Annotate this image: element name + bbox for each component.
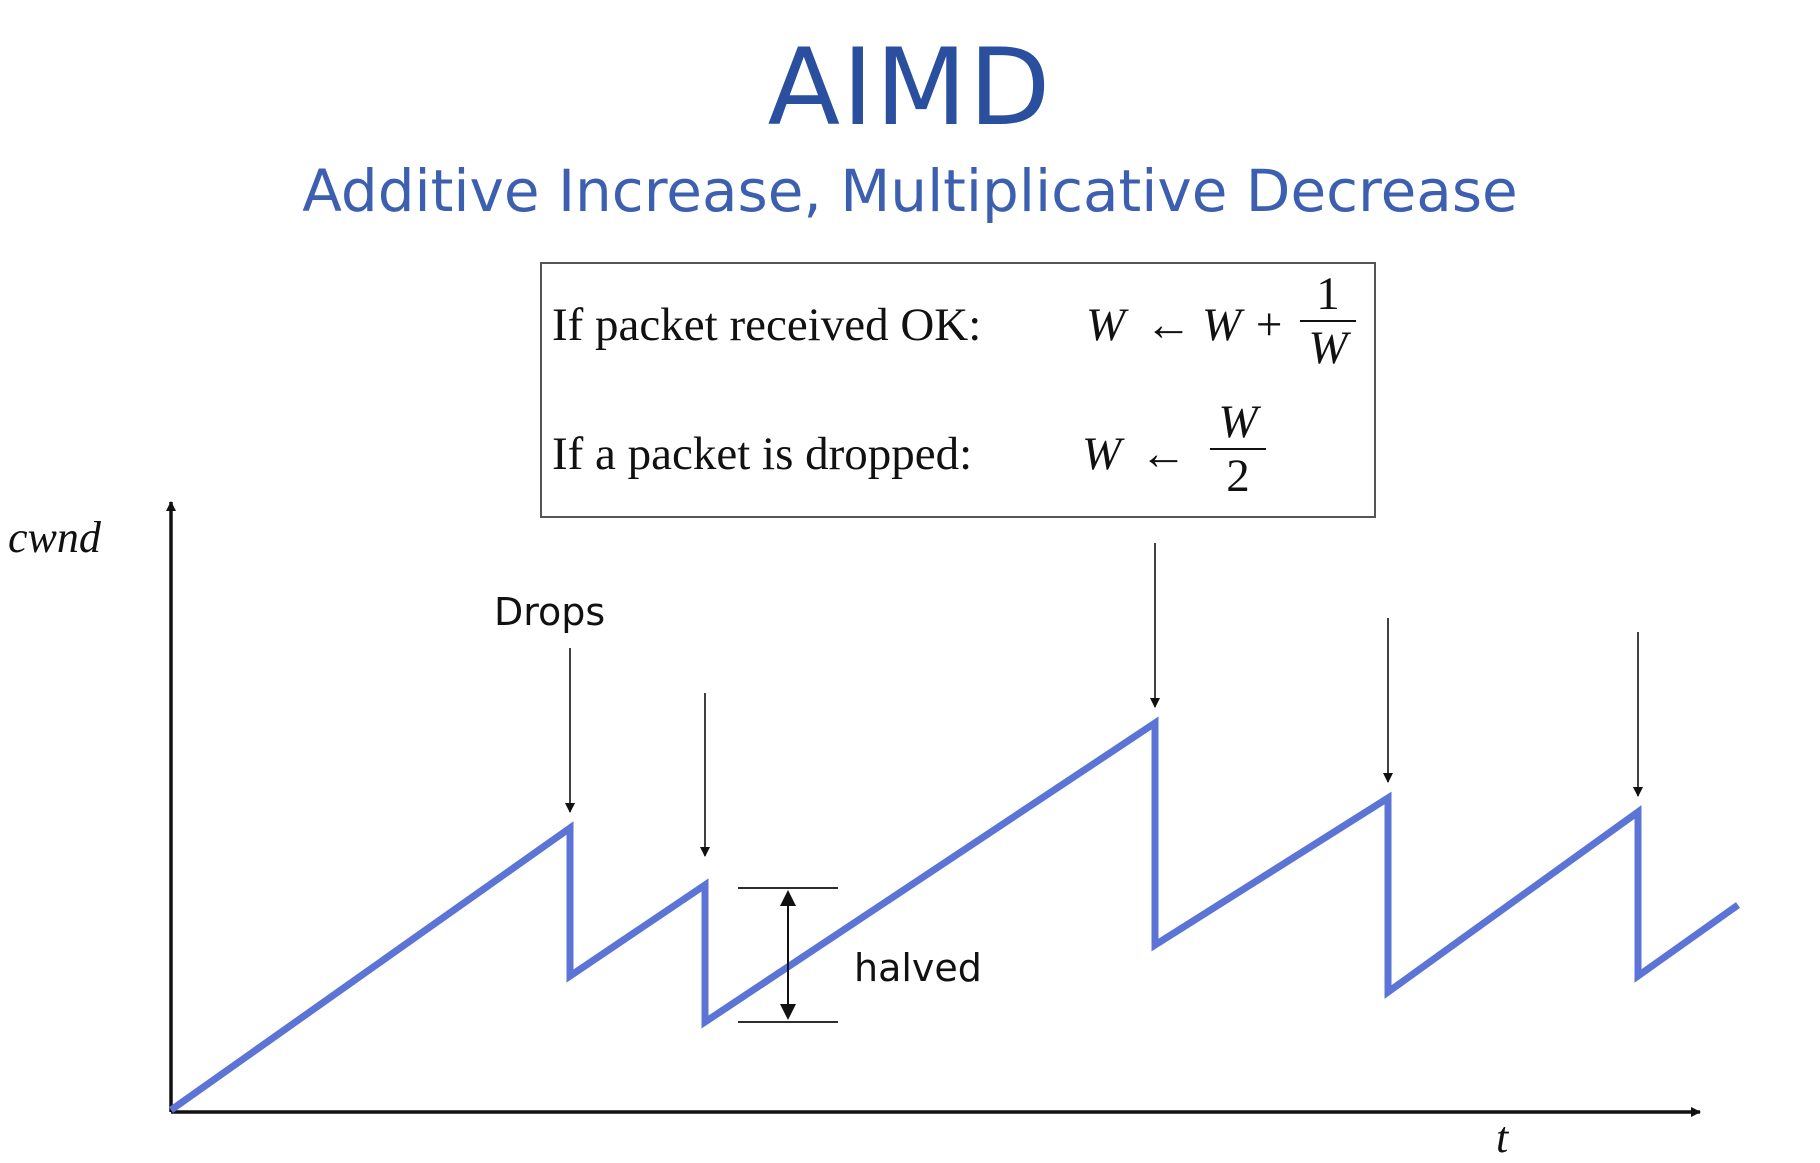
rule-dropped-lhs: W: [1082, 428, 1122, 480]
rule-received-fraction: 1 W: [1300, 268, 1356, 374]
rule-dropped-arrow: ←: [1140, 428, 1187, 480]
fraction-bar: [1210, 448, 1266, 450]
rule-received-lhs: W: [1086, 299, 1126, 351]
page-title: AIMD: [767, 26, 1053, 149]
halved-bracket: [738, 887, 838, 1023]
fraction-numerator: W: [1218, 396, 1258, 448]
halved-label: halved: [854, 946, 982, 990]
page-subtitle: Additive Increase, Multiplicative Decrea…: [302, 157, 1518, 225]
fraction-denominator: 2: [1226, 450, 1250, 502]
fraction-bar: [1300, 320, 1356, 322]
fraction-numerator: 1: [1316, 268, 1340, 320]
rule-received-arrow: ←: [1145, 299, 1192, 351]
rule-received-rhs: W +: [1202, 299, 1285, 351]
rule-received-label: If packet received OK:: [552, 299, 982, 351]
x-axis-label: t: [1496, 1113, 1509, 1162]
rule-dropped-label: If a packet is dropped:: [552, 428, 973, 480]
rule-dropped-fraction: W 2: [1210, 396, 1266, 502]
cwnd-sawtooth-line: [168, 716, 1741, 1113]
y-axis-label: cwnd: [8, 513, 101, 562]
aimd-rules-box: If packet received OK: W ← W + 1 W If a …: [540, 262, 1376, 518]
fraction-denominator: W: [1308, 322, 1348, 374]
drops-label: Drops: [494, 590, 606, 634]
